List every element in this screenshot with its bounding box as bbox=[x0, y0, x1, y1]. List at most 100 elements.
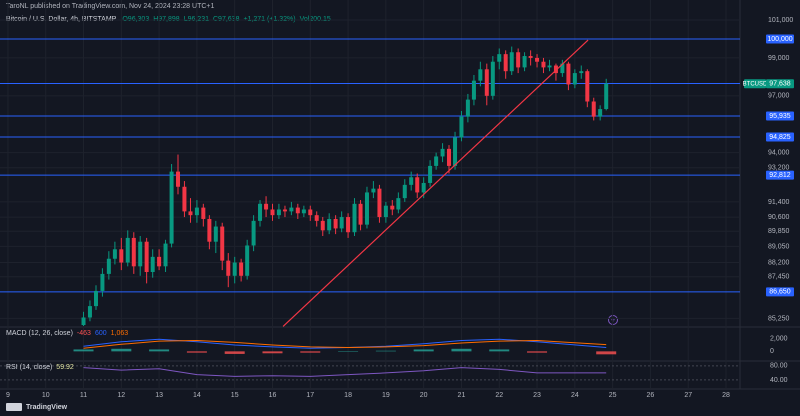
macd-hist-bar bbox=[413, 349, 434, 352]
candle-body bbox=[415, 177, 420, 193]
level-tag bbox=[766, 132, 794, 142]
x-tick-label: 24 bbox=[571, 392, 579, 399]
candle-body bbox=[144, 241, 149, 273]
rsi-title: RSI (14, close) bbox=[6, 364, 52, 371]
candle-body bbox=[566, 63, 571, 85]
level-label: 95,935 bbox=[769, 113, 791, 120]
macd-value: -463 bbox=[77, 330, 91, 337]
level-tag bbox=[766, 34, 794, 44]
candle-body bbox=[377, 188, 382, 218]
macd-hist-bar bbox=[489, 349, 510, 352]
candle-body bbox=[100, 273, 105, 291]
x-tick-label: 13 bbox=[155, 392, 163, 399]
candle-body bbox=[553, 65, 558, 74]
candle-body bbox=[276, 209, 281, 216]
candle-body bbox=[478, 69, 483, 81]
logo-text: TradingView bbox=[26, 404, 68, 411]
level-label: 100,000 bbox=[767, 36, 792, 43]
candle-body bbox=[289, 207, 294, 212]
trend-line bbox=[282, 39, 589, 327]
candle-body bbox=[503, 54, 508, 72]
candle-body bbox=[421, 182, 426, 193]
x-tick-label: 17 bbox=[306, 392, 314, 399]
candle-body bbox=[465, 99, 470, 117]
macd-title: MACD (12, 26, close) bbox=[6, 330, 73, 337]
y-tick-label: 89,050 bbox=[768, 243, 790, 250]
last-price-label: 97,638 bbox=[769, 81, 791, 88]
author-line: TaroNL published on TradingView.com, Nov… bbox=[6, 3, 214, 10]
macd-value: 1,063 bbox=[111, 330, 129, 337]
candle-body bbox=[220, 226, 225, 261]
x-tick-label: 9 bbox=[6, 392, 10, 399]
macd-hist-bar bbox=[596, 351, 617, 355]
macd-hist-bar bbox=[338, 351, 359, 352]
candle-body bbox=[383, 205, 388, 218]
x-tick-label: 26 bbox=[647, 392, 655, 399]
candle-body bbox=[440, 148, 445, 157]
x-tick-label: 11 bbox=[80, 392, 87, 399]
level-tag bbox=[766, 287, 794, 297]
x-tick-label: 16 bbox=[269, 392, 277, 399]
symbol-tag-bg bbox=[744, 79, 766, 89]
y-tick-label: 93,200 bbox=[768, 165, 790, 172]
candle-body bbox=[131, 237, 136, 267]
candle-body bbox=[282, 209, 287, 212]
x-tick-label: 10 bbox=[42, 392, 50, 399]
level-label: 94,825 bbox=[769, 134, 791, 141]
macd-hist-bar bbox=[527, 351, 548, 353]
candle-body bbox=[207, 218, 212, 242]
candle-body bbox=[471, 80, 476, 100]
macd-hist-bar bbox=[111, 348, 132, 352]
x-tick-label: 12 bbox=[117, 392, 125, 399]
candle-body bbox=[402, 184, 407, 199]
rsi-value: 59.92 bbox=[56, 364, 74, 371]
candle-body bbox=[396, 198, 401, 210]
y-tick-label: 90,600 bbox=[768, 214, 790, 221]
ohlc-value: H97,898 bbox=[153, 16, 180, 23]
candle-body bbox=[560, 63, 565, 74]
candle-body bbox=[150, 256, 155, 273]
ohlc-value: C97,638 bbox=[213, 16, 240, 23]
candle-body bbox=[428, 165, 433, 183]
candle-body bbox=[453, 137, 458, 166]
y-tick-label: 94,000 bbox=[768, 149, 790, 156]
candle-body bbox=[390, 205, 395, 210]
candle-body bbox=[182, 186, 187, 212]
x-tick-label: 15 bbox=[231, 392, 239, 399]
candle-body bbox=[541, 61, 546, 68]
level-tag bbox=[766, 170, 794, 180]
candle-body bbox=[87, 306, 92, 318]
candle-body bbox=[535, 57, 540, 62]
candle-body bbox=[585, 71, 590, 102]
candle-body bbox=[232, 262, 237, 276]
macd-hist-bar bbox=[186, 351, 207, 353]
macd-hist-bar bbox=[149, 349, 170, 352]
signal-line bbox=[83, 339, 607, 349]
candle-body bbox=[327, 218, 332, 231]
x-tick-label: 18 bbox=[344, 392, 352, 399]
ohlc-value: +1,271 (+1.32%) bbox=[243, 16, 295, 23]
candle-body bbox=[572, 73, 577, 85]
x-tick-label: 25 bbox=[609, 392, 617, 399]
candle-body bbox=[138, 241, 143, 267]
y-tick-label: 101,000 bbox=[768, 17, 793, 24]
macd-hist-bar bbox=[224, 351, 245, 354]
candle-body bbox=[579, 71, 584, 74]
x-tick-label: 23 bbox=[533, 392, 541, 399]
candle-body bbox=[346, 217, 351, 233]
candle-body bbox=[591, 101, 596, 117]
logo-mark bbox=[6, 403, 22, 411]
candle-body bbox=[314, 215, 319, 221]
y-tick-label: 89,850 bbox=[768, 228, 790, 235]
candle-body bbox=[434, 156, 439, 166]
ohlc-value: L96,231 bbox=[184, 16, 209, 23]
candle-body bbox=[188, 211, 193, 216]
y-tick-label: 97,000 bbox=[768, 93, 790, 100]
y-tick-label: 87,450 bbox=[768, 274, 790, 281]
candle-body bbox=[213, 226, 218, 242]
add-icon-plus[interactable]: + bbox=[611, 316, 616, 325]
candle-body bbox=[320, 220, 325, 231]
x-tick-label: 21 bbox=[458, 392, 466, 399]
y-tick-label: 85,250 bbox=[768, 315, 790, 322]
